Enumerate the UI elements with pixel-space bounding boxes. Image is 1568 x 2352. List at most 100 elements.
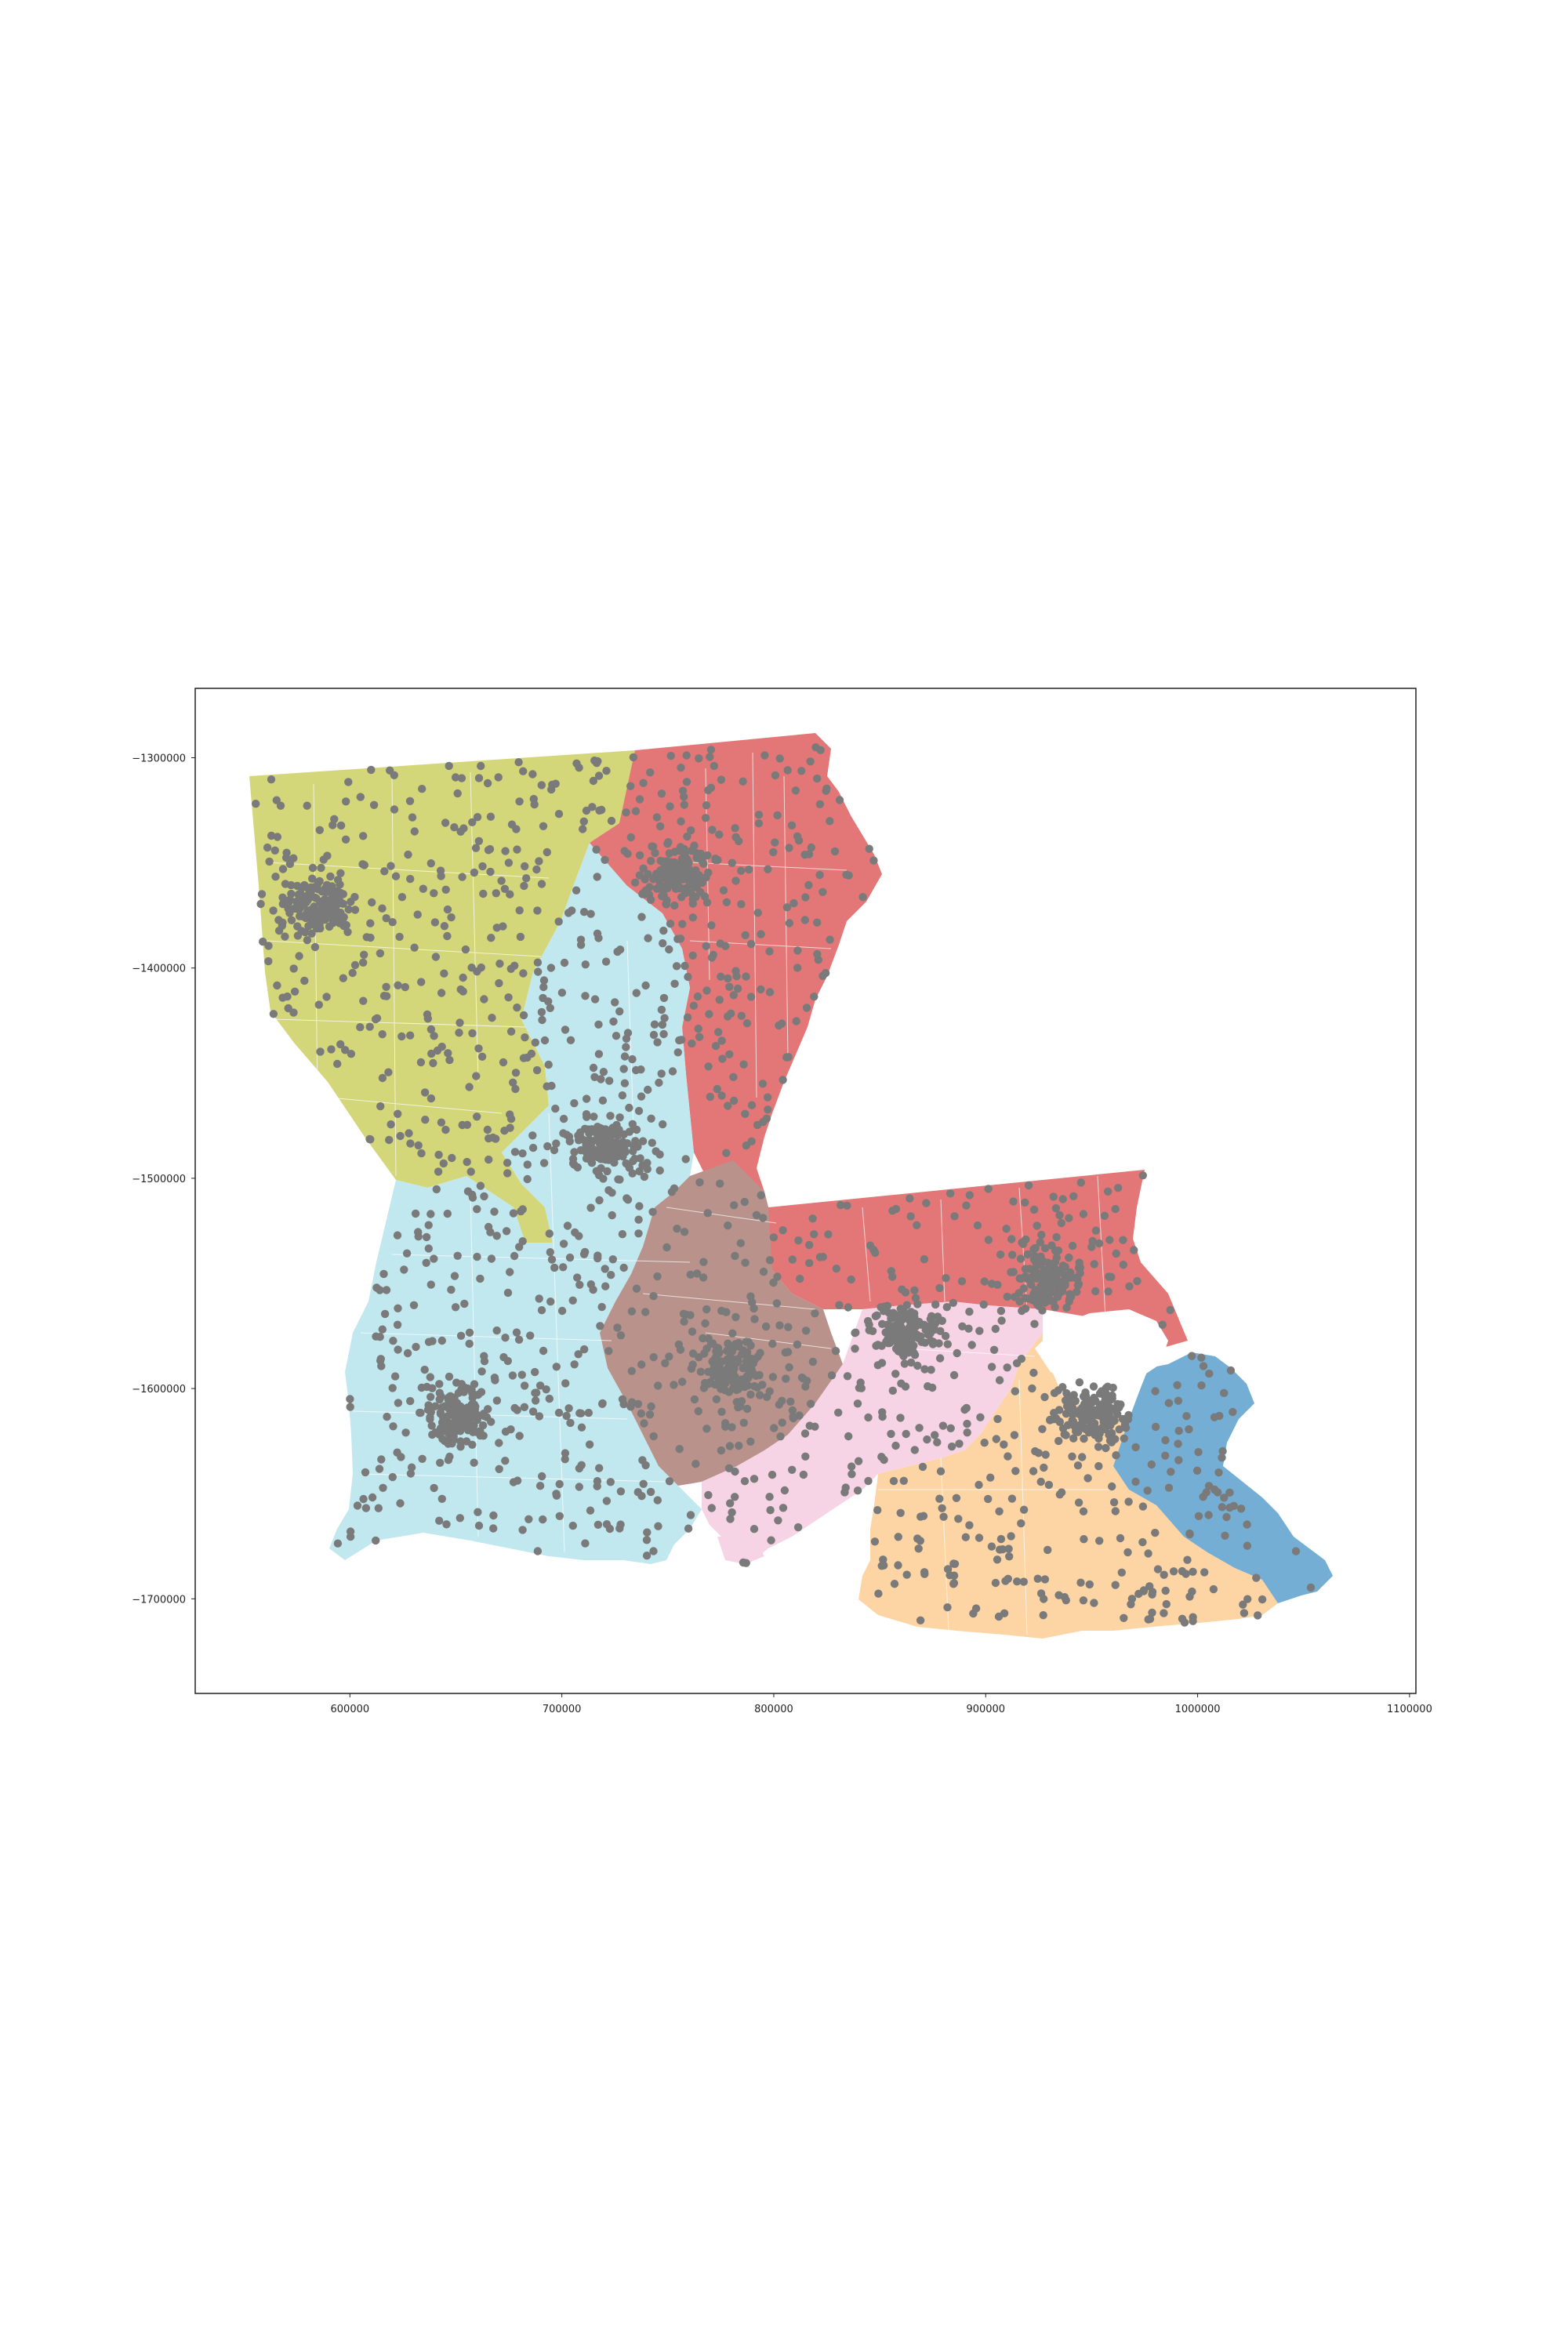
data-point — [750, 1475, 759, 1483]
data-point — [435, 1516, 444, 1525]
data-point — [725, 1442, 735, 1450]
data-point — [707, 1504, 716, 1512]
data-point — [731, 833, 740, 842]
data-point — [800, 851, 809, 859]
data-point — [677, 764, 685, 772]
data-point — [834, 1408, 843, 1417]
data-point — [626, 833, 635, 842]
data-point — [724, 1339, 732, 1348]
data-point — [593, 1152, 602, 1162]
data-point — [686, 1270, 695, 1279]
data-point — [1119, 1261, 1128, 1269]
data-point — [492, 889, 500, 898]
data-point — [661, 1359, 670, 1368]
data-point — [1138, 1537, 1147, 1547]
data-point — [319, 908, 328, 916]
data-point — [746, 939, 756, 949]
data-point — [775, 1021, 783, 1030]
data-point — [284, 904, 292, 913]
data-point — [835, 1301, 844, 1309]
data-point — [435, 1395, 444, 1404]
data-point — [894, 1533, 903, 1541]
data-point — [739, 1418, 748, 1428]
data-point — [1199, 1362, 1208, 1370]
data-point — [316, 1047, 325, 1056]
data-point — [662, 899, 670, 909]
data-point — [1076, 1578, 1085, 1587]
data-point — [779, 1226, 787, 1235]
data-point — [946, 1571, 954, 1580]
data-point — [1040, 1297, 1050, 1305]
data-point — [380, 1309, 390, 1319]
data-point — [623, 849, 632, 858]
data-point — [1104, 1287, 1112, 1296]
data-point — [731, 1251, 739, 1261]
data-point — [506, 1123, 514, 1132]
data-point — [500, 884, 510, 894]
data-point — [688, 913, 697, 922]
data-point — [470, 1458, 478, 1467]
data-point — [1210, 1413, 1219, 1421]
data-point — [456, 1425, 464, 1434]
data-point — [1254, 1611, 1262, 1620]
data-point — [730, 1201, 739, 1210]
data-point — [1161, 1586, 1170, 1595]
data-point — [1200, 1568, 1209, 1577]
data-point — [705, 1010, 713, 1018]
data-point — [720, 1419, 730, 1428]
data-point — [1050, 1388, 1059, 1398]
data-point — [901, 1288, 910, 1297]
data-point — [561, 1379, 570, 1388]
data-point — [1088, 1236, 1097, 1246]
data-point — [648, 842, 658, 851]
data-point — [463, 1426, 473, 1435]
data-point — [740, 1197, 749, 1207]
data-point — [427, 1421, 436, 1430]
data-point — [704, 1062, 713, 1071]
data-point — [426, 1025, 436, 1034]
data-point — [722, 1308, 731, 1316]
data-point — [815, 870, 824, 880]
data-point — [366, 919, 375, 927]
data-point — [654, 1522, 662, 1530]
data-point — [431, 1402, 440, 1410]
data-point — [756, 1391, 764, 1399]
data-point — [405, 797, 415, 805]
data-point — [654, 1381, 662, 1390]
data-point — [456, 827, 465, 837]
data-point — [397, 1453, 405, 1461]
data-point — [1111, 1581, 1120, 1589]
data-point — [728, 1329, 737, 1338]
data-point — [1039, 1611, 1047, 1620]
data-point — [391, 872, 401, 880]
data-point — [695, 1353, 703, 1362]
data-point — [1017, 1274, 1025, 1283]
data-point — [278, 899, 287, 909]
data-point — [1058, 1195, 1067, 1203]
data-point — [577, 1461, 586, 1470]
data-point — [455, 1029, 463, 1037]
data-point — [634, 1106, 644, 1116]
data-point — [789, 898, 798, 908]
data-point — [873, 1341, 883, 1349]
data-point — [626, 782, 635, 790]
data-point — [683, 1013, 692, 1022]
data-point — [620, 1079, 630, 1087]
data-point — [949, 1298, 958, 1308]
data-point — [936, 1327, 945, 1336]
data-point — [396, 1499, 405, 1508]
data-point — [457, 774, 466, 782]
data-point — [623, 1029, 633, 1037]
data-point — [680, 1228, 689, 1236]
data-point — [437, 1042, 446, 1051]
data-point — [641, 981, 650, 990]
data-point — [888, 1386, 898, 1396]
data-point — [902, 1330, 910, 1339]
data-point — [473, 1112, 481, 1121]
data-point — [655, 1166, 664, 1175]
data-point — [586, 1506, 595, 1515]
data-point — [1036, 1477, 1045, 1486]
data-point — [587, 1159, 597, 1167]
data-point — [853, 1486, 862, 1495]
data-point — [430, 889, 438, 898]
